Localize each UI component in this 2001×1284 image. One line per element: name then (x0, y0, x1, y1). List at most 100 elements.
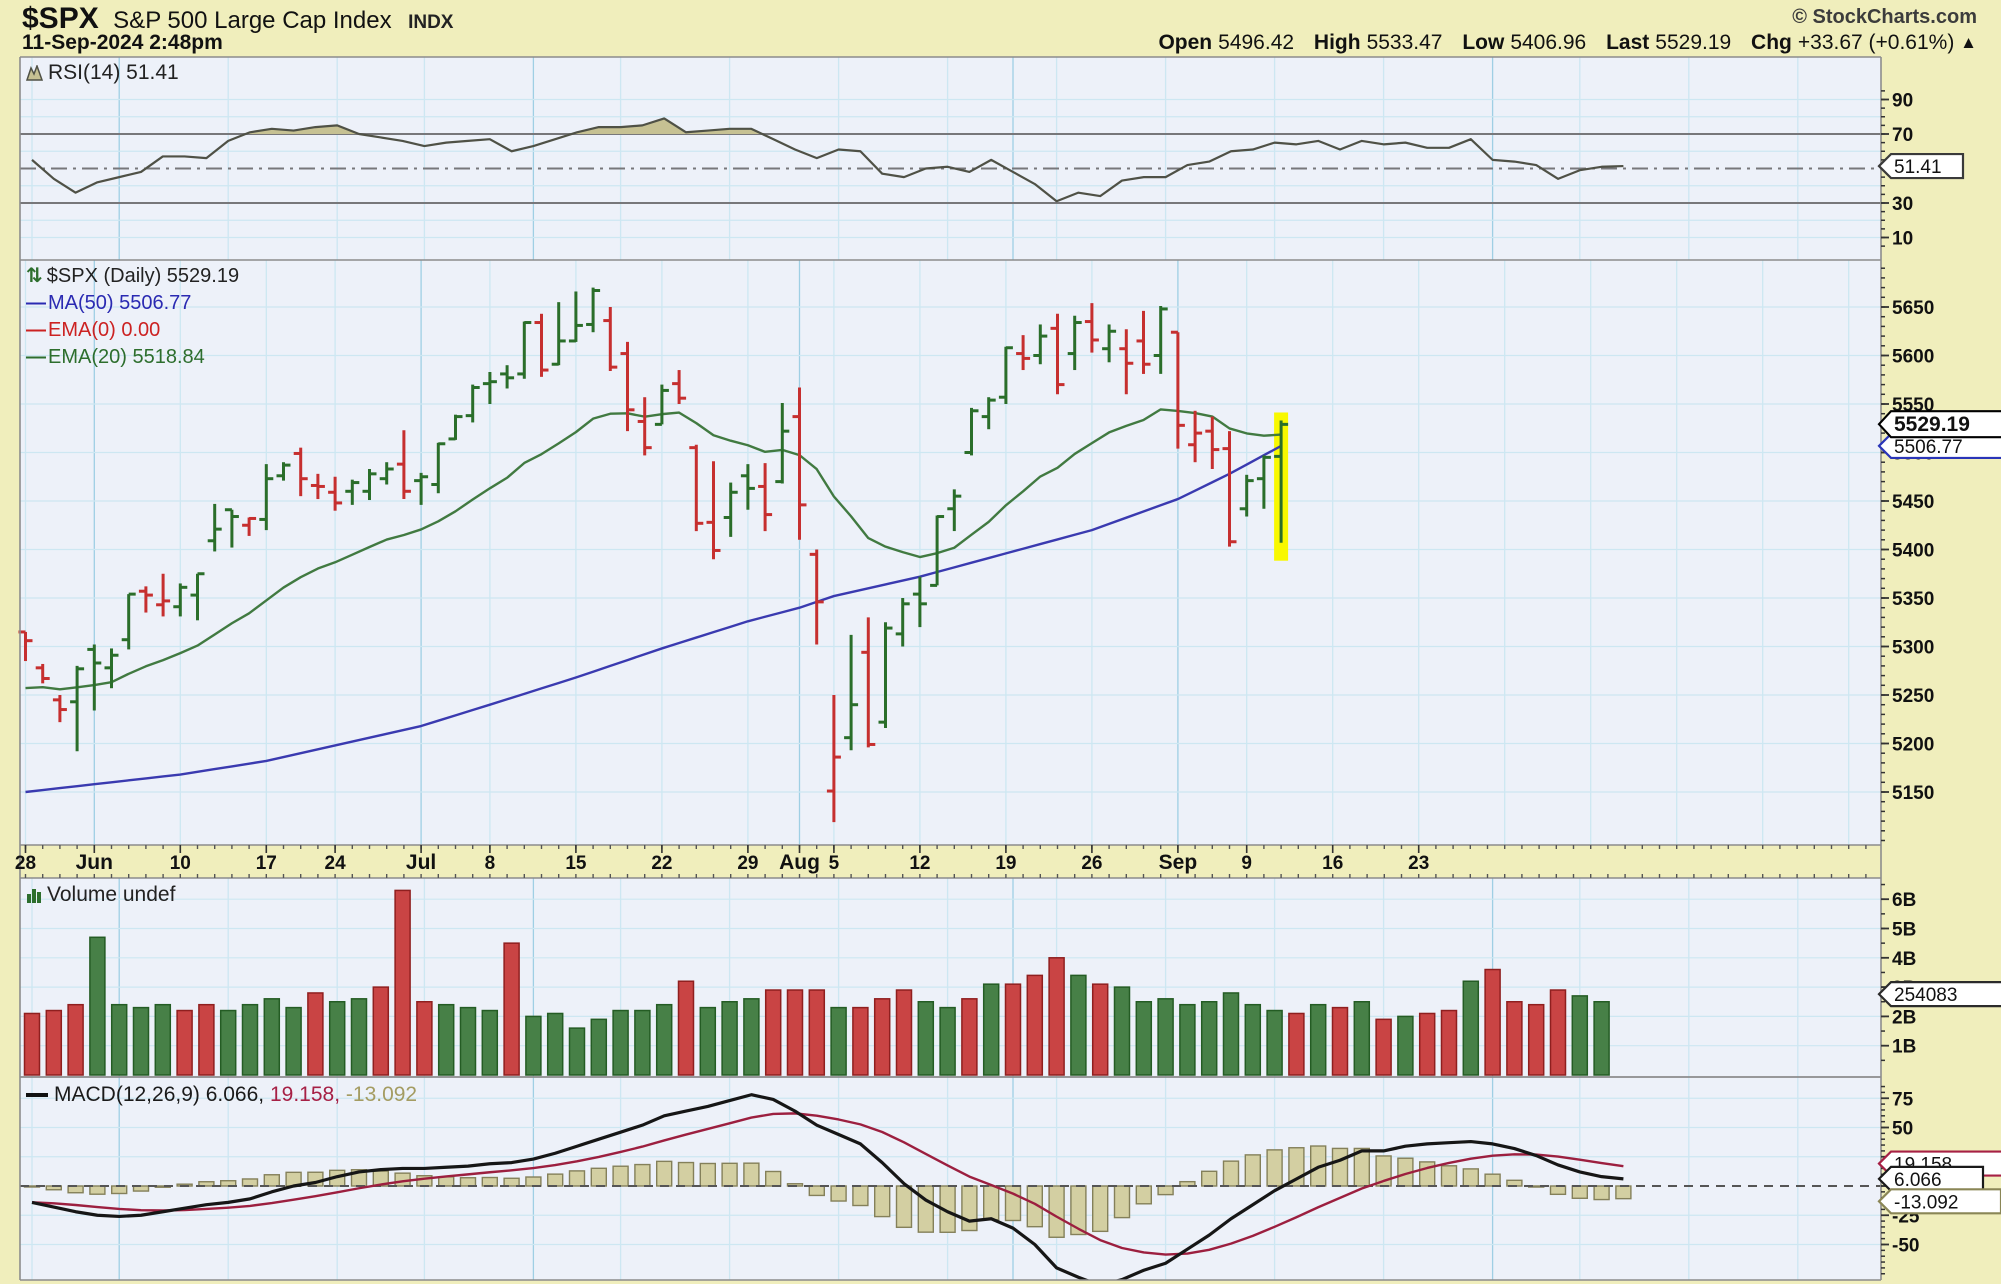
svg-text:5400: 5400 (1892, 541, 1934, 562)
volume-bar (546, 1012, 564, 1076)
rsi-panel-bg (20, 57, 1881, 260)
volume-bar (1157, 998, 1174, 1076)
ohlc-bar (70, 665, 85, 752)
ohlc-bar (672, 370, 687, 404)
macd-hist-bar (1353, 1147, 1371, 1187)
volume-bar (1004, 983, 1022, 1076)
ohlc-bar (706, 461, 721, 560)
volume-bar (45, 1009, 63, 1076)
volume-bar (263, 998, 281, 1076)
svg-text:51.41: 51.41 (1894, 157, 1942, 178)
axis-callout: 6.066 (1877, 1165, 1985, 1193)
panel-borders (19, 56, 1882, 1281)
low-value: 5406.96 (1510, 31, 1587, 54)
ohlc-bar (1153, 306, 1168, 374)
price-legend-title-row: ⇅ $SPX (Daily) 5529.19 (26, 266, 239, 293)
volume-bar (808, 989, 826, 1076)
macd-legend: MACD(12,26,9) 6.066, 19.158, -13.092 (26, 1083, 417, 1106)
ohlc-bar (1016, 335, 1031, 371)
macd-hist-bar (89, 1185, 106, 1195)
volume-bar (1200, 1001, 1218, 1076)
volume-bar (1549, 989, 1567, 1076)
ohlc-bar (173, 583, 188, 617)
volume-bar (110, 1003, 128, 1076)
macd-value: 6.066, (205, 1083, 265, 1106)
rsi-legend: RSI(14) 51.41 (25, 61, 179, 86)
ohlc-bar (912, 576, 927, 628)
ohlc-bar (620, 341, 635, 432)
chart-datetime: 11-Sep-2024 2:48pm (22, 31, 223, 54)
macd-hist-bar (198, 1181, 215, 1187)
svg-text:6B: 6B (1892, 890, 1916, 911)
ohlc-bar (1084, 303, 1099, 353)
volume-bar (1397, 1015, 1414, 1076)
ohlc-bar (500, 365, 515, 389)
ohlc-bar (775, 403, 790, 484)
ma50-line (25, 444, 1282, 794)
ohlc-bar (362, 468, 377, 501)
ohlc-bar (1256, 455, 1271, 509)
volume-bar (416, 1001, 433, 1076)
ohlc-bar (998, 346, 1013, 404)
svg-text:28: 28 (15, 853, 36, 874)
macd-hist-bar (634, 1163, 651, 1187)
macd-hist-bar (110, 1185, 128, 1195)
macd-hist-bar (743, 1162, 760, 1187)
svg-text:5529.19: 5529.19 (1894, 413, 1970, 436)
svg-text:6.066: 6.066 (1894, 1170, 1942, 1191)
ohlc-bar (328, 476, 343, 511)
macd-hist-bar (1615, 1185, 1632, 1200)
volume-bar (721, 1001, 738, 1076)
ma50-legend-row: — MA(50) 5506.77 (26, 293, 239, 320)
macd-hist-bar (1200, 1170, 1218, 1187)
volume-bar (503, 942, 520, 1076)
svg-text:12: 12 (909, 853, 930, 874)
axis-callout: 5529.19 (1877, 410, 2001, 439)
high-value: 5533.47 (1366, 31, 1443, 54)
area-chart-icon (25, 63, 44, 86)
macd-hist-bar (1266, 1149, 1283, 1187)
ohlc-bar (465, 384, 480, 423)
ohlc-bar (259, 464, 274, 531)
symbol: $SPX (22, 2, 99, 35)
volume-bar (743, 998, 760, 1076)
svg-text:22: 22 (651, 853, 672, 874)
macd-hist-bar (1440, 1165, 1458, 1187)
rsi-legend-label: RSI(14) 51.41 (48, 61, 179, 84)
macd-legend-title: MACD(12,26,9) (54, 1083, 200, 1106)
volume-bar (525, 1015, 542, 1076)
macd-line (31, 1093, 1624, 1280)
ohlc-bar (414, 472, 429, 505)
rsi-panel (20, 117, 1881, 204)
volume-bar (1506, 1001, 1523, 1076)
axis-callout: -13.092 (1877, 1188, 2001, 1215)
volume-bar (1266, 1009, 1283, 1076)
volume-bar (328, 1001, 346, 1076)
ema20-line-swatch: — (26, 346, 46, 368)
date-axis: 28 Jun 10 17 24 Jul 8 15 22 29 Aug 5 12 19 26 Sep 9 16 23 (15, 845, 1867, 878)
ma50-legend-label: MA(50) 5506.77 (48, 292, 192, 314)
svg-text:5506.77: 5506.77 (1894, 437, 1963, 458)
macd-line-swatch (26, 1093, 48, 1097)
ohlc-bar (482, 371, 497, 404)
ohlc-bar (1205, 416, 1220, 469)
macd-hist-bar (525, 1176, 542, 1187)
open-value: 5496.42 (1218, 31, 1295, 54)
macd-hist-bar (1244, 1154, 1262, 1187)
svg-text:5150: 5150 (1892, 783, 1934, 804)
svg-text:26: 26 (1081, 853, 1102, 874)
macd-hist-bar (808, 1185, 825, 1197)
macd-hist-bar (656, 1160, 673, 1187)
volume-legend: Volume undef (26, 883, 175, 908)
volume-bar (939, 1006, 956, 1076)
volume-bar (961, 998, 978, 1076)
ohlc-bar (190, 572, 205, 621)
ohlc-bar (448, 414, 463, 441)
macd-hist-bar (917, 1185, 934, 1233)
svg-text:10: 10 (1892, 229, 1913, 250)
volume-bar (1309, 1003, 1327, 1076)
ohlc-bar (895, 598, 910, 647)
ohlc-bar (1050, 313, 1065, 395)
svg-text:-50: -50 (1892, 1236, 1919, 1257)
chg-label: Chg (1751, 31, 1792, 54)
